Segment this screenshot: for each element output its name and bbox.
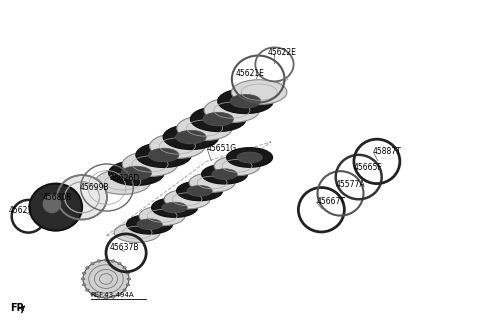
Ellipse shape xyxy=(122,152,178,176)
Ellipse shape xyxy=(123,289,126,291)
Ellipse shape xyxy=(126,272,130,274)
Ellipse shape xyxy=(121,166,152,180)
Ellipse shape xyxy=(163,125,219,150)
Text: 45637B: 45637B xyxy=(110,243,139,252)
Ellipse shape xyxy=(148,148,179,162)
Text: REF.43-494A: REF.43-494A xyxy=(91,292,134,298)
Ellipse shape xyxy=(85,289,89,291)
Ellipse shape xyxy=(127,278,131,280)
Text: 45622E: 45622E xyxy=(268,49,297,57)
Ellipse shape xyxy=(237,152,262,163)
Ellipse shape xyxy=(111,296,115,298)
Text: 45680B: 45680B xyxy=(43,193,72,202)
Ellipse shape xyxy=(95,170,151,195)
Ellipse shape xyxy=(114,223,160,242)
Ellipse shape xyxy=(82,284,86,286)
Ellipse shape xyxy=(189,173,235,192)
Text: 45621: 45621 xyxy=(8,206,33,215)
Ellipse shape xyxy=(214,156,260,175)
Ellipse shape xyxy=(204,98,260,123)
Ellipse shape xyxy=(212,169,237,179)
Ellipse shape xyxy=(126,284,130,286)
Text: 45626D: 45626D xyxy=(110,174,140,183)
Ellipse shape xyxy=(108,161,164,185)
Ellipse shape xyxy=(177,116,232,140)
Ellipse shape xyxy=(191,107,246,132)
Ellipse shape xyxy=(176,130,206,144)
Ellipse shape xyxy=(227,148,273,167)
Ellipse shape xyxy=(85,267,89,269)
Ellipse shape xyxy=(202,164,248,184)
Ellipse shape xyxy=(152,198,198,217)
Ellipse shape xyxy=(83,260,129,298)
Ellipse shape xyxy=(111,260,115,262)
Text: 45651G: 45651G xyxy=(206,144,237,153)
Ellipse shape xyxy=(136,143,192,167)
Ellipse shape xyxy=(230,94,261,108)
Ellipse shape xyxy=(162,202,187,213)
Ellipse shape xyxy=(105,297,108,299)
Ellipse shape xyxy=(118,262,121,265)
Ellipse shape xyxy=(177,181,223,201)
Ellipse shape xyxy=(187,185,212,196)
Ellipse shape xyxy=(139,206,185,226)
Ellipse shape xyxy=(123,267,126,269)
Ellipse shape xyxy=(91,293,94,296)
Ellipse shape xyxy=(164,189,210,209)
Text: 45577A: 45577A xyxy=(336,180,365,189)
Ellipse shape xyxy=(82,272,86,274)
Ellipse shape xyxy=(105,259,108,261)
Ellipse shape xyxy=(203,112,233,126)
Ellipse shape xyxy=(127,215,173,234)
Ellipse shape xyxy=(43,195,61,213)
Text: 45699B: 45699B xyxy=(80,183,109,192)
Ellipse shape xyxy=(118,293,121,296)
Text: FR: FR xyxy=(10,303,24,313)
Ellipse shape xyxy=(231,80,287,105)
Ellipse shape xyxy=(29,184,82,231)
Ellipse shape xyxy=(150,133,205,158)
Text: 45667T: 45667T xyxy=(317,197,346,206)
Ellipse shape xyxy=(81,278,85,280)
Ellipse shape xyxy=(218,89,273,113)
Ellipse shape xyxy=(97,296,100,298)
Text: 45665F: 45665F xyxy=(354,163,383,173)
Ellipse shape xyxy=(91,262,94,265)
Ellipse shape xyxy=(97,260,100,262)
Text: 45887T: 45887T xyxy=(373,147,402,156)
Ellipse shape xyxy=(137,219,162,230)
Text: 45621E: 45621E xyxy=(235,69,264,78)
Ellipse shape xyxy=(57,175,107,219)
